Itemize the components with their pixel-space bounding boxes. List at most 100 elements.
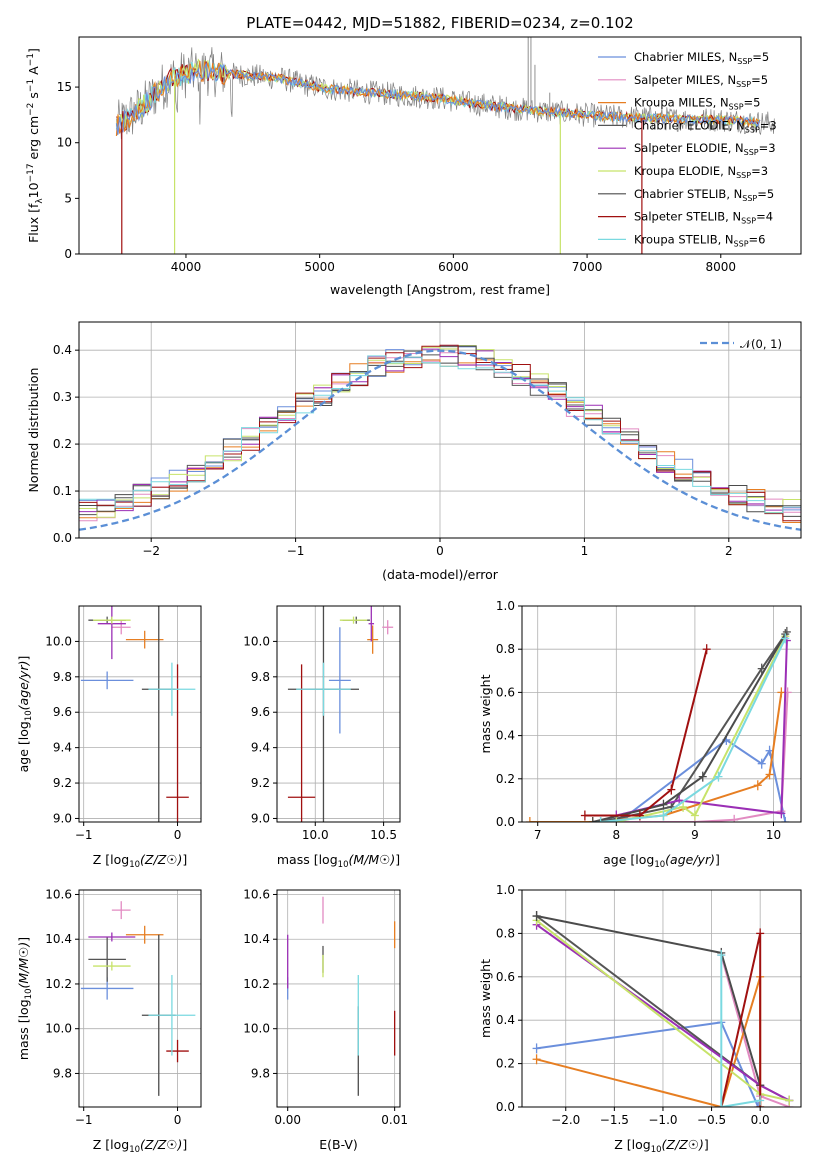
x-tick-label: 10.0 (302, 828, 329, 842)
label-inner: (M/M☉) (348, 852, 395, 867)
label-sub: 10 (651, 1145, 662, 1155)
label-close: ] (715, 852, 720, 867)
legend-label: Chabrier STELIB, NSSP=5 (634, 187, 774, 203)
x-tick-label: −0.5 (697, 1113, 726, 1127)
legend-tail: =5 (751, 73, 768, 87)
histogram-steps (79, 344, 801, 531)
x-tick-label: −1.0 (648, 1113, 677, 1127)
y-tick-label: 9.6 (53, 705, 72, 719)
y-tick-label: 0.2 (496, 1057, 515, 1071)
age-vs-mass-xlabel: mass [log10(M/M☉)] (277, 852, 400, 870)
massweight-vs-age-lines (525, 626, 792, 822)
age-vs-Z-points (80, 606, 196, 822)
label-sub: 10 (24, 989, 34, 1000)
series-chabrier-elodie (600, 631, 788, 822)
ylabel-part: −1 (26, 79, 36, 92)
y-tick-label: 9.4 (53, 741, 72, 755)
x-tick-label: 0 (436, 544, 444, 558)
mass-vs-EBV-axes: 0.00 0.01 9.8 10.0 10.2 10.4 10.6 (243, 887, 408, 1127)
y-tick-label: 10.0 (45, 1022, 72, 1036)
x-tick-label: −1 (287, 544, 305, 558)
residuals-ylabel: Normed distribution (26, 368, 41, 493)
residuals-xlabel: (data-model)/error (382, 567, 499, 582)
legend-label: Salpeter STELIB, NSSP=4 (634, 210, 773, 226)
legend-name: Kroupa ELODIE, N (634, 164, 736, 178)
y-tick-label: 9.8 (53, 670, 72, 684)
y-tick-label: 9.8 (251, 1066, 270, 1080)
y-tick-label: 10.2 (45, 977, 72, 991)
y-tick-label: 9.0 (53, 811, 72, 825)
mass-vs-EBV-frame (276, 889, 401, 1108)
label-main: mass [log (277, 852, 338, 867)
x-tick-label: 4000 (171, 260, 202, 274)
label-inner: (age/yr) (16, 661, 31, 711)
label-sub: 10 (654, 860, 665, 870)
legend-tail: =3 (751, 164, 768, 178)
y-tick-label: 9.2 (251, 776, 270, 790)
label-inner: (age/yr) (665, 852, 715, 867)
label-inner: (Z/Z☉) (662, 1137, 704, 1152)
y-tick-label: 10.0 (243, 634, 270, 648)
legend-name: Kroupa STELIB, N (634, 232, 734, 246)
x-tick-label: −1 (75, 828, 93, 842)
age-vs-Z-frame (78, 605, 202, 823)
series-kroupa-stelib (720, 955, 761, 1107)
legend-name: Kroupa MILES, N (634, 96, 729, 110)
label-close: ] (16, 937, 31, 942)
y-tick-label: 0.2 (53, 437, 72, 451)
label-main: age [log (16, 721, 31, 772)
y-tick-label: 1.0 (496, 883, 515, 897)
ylabel-part: s (26, 92, 41, 103)
spectrum-lines (115, 37, 775, 254)
legend-label: Kroupa ELODIE, NSSP=3 (634, 164, 768, 180)
y-tick-label: 10.4 (45, 932, 72, 946)
y-tick-label: 9.6 (251, 705, 270, 719)
legend-label: Salpeter ELODIE, NSSP=3 (634, 141, 776, 157)
spectrum-axes: 4000 5000 6000 7000 8000 0 5 10 15 (57, 80, 736, 274)
mass-vs-Z-axes: −1 0 9.8 10.0 10.2 10.4 10.6 (45, 887, 201, 1127)
x-tick-label: 6000 (438, 260, 469, 274)
massweight-vs-age-axes: 7 8 9 10 0.0 0.2 0.4 0.6 0.8 1.0 (496, 599, 801, 842)
mass-vs-Z-frame (78, 889, 202, 1108)
y-tick-label: 0.8 (496, 926, 515, 940)
massweight-vs-Z-ylabel: mass weight (478, 959, 493, 1038)
legend-sub: SSP (745, 125, 760, 134)
legend-tail: =3 (760, 118, 777, 132)
y-tick-label: 0.6 (496, 685, 515, 699)
label-close: ] (704, 1137, 709, 1152)
x-tick-label: 0.0 (751, 1113, 770, 1127)
legend-name: Chabrier ELODIE, N (634, 118, 745, 132)
y-tick-label: 10.0 (243, 1022, 270, 1036)
series-kroupa-elodie (616, 635, 787, 822)
legend-name: Salpeter STELIB, N (634, 210, 741, 224)
massweight-vs-Z-frame (521, 889, 802, 1108)
legend-tail: =5 (744, 96, 761, 110)
ylabel-part: 10 (26, 182, 41, 198)
x-tick-label: 5000 (304, 260, 335, 274)
y-tick-label: 10.6 (45, 887, 72, 901)
hist-kroupa-stelib (79, 355, 801, 514)
x-tick-label: −1.5 (600, 1113, 629, 1127)
y-tick-label: 0.2 (496, 772, 515, 786)
mass-vs-EBV-points (287, 896, 396, 1096)
x-tick-label: 0 (174, 1113, 182, 1127)
x-tick-label: −2 (142, 544, 160, 558)
massweight-vs-age-frame (521, 605, 802, 823)
legend-sub: SSP (736, 80, 751, 89)
label-close: ] (182, 852, 187, 867)
y-tick-label: 9.8 (251, 670, 270, 684)
y-tick-label: 0.0 (53, 531, 72, 545)
legend-name: Chabrier STELIB, N (634, 187, 742, 201)
label-sub: 10 (338, 860, 349, 870)
legend-sub: SSP (729, 103, 744, 112)
residuals-frame (78, 321, 802, 539)
x-tick-label: 0.00 (274, 1113, 301, 1127)
ylabel-part: −17 (26, 163, 36, 182)
spectrum-frame (78, 36, 802, 255)
mass-vs-Z-points (80, 901, 196, 1096)
y-tick-label: 9.2 (53, 776, 72, 790)
age-vs-mass-axes: 10.0 10.5 9.0 9.2 9.4 9.6 9.8 10.0 (243, 606, 400, 842)
legend-sub: SSP (736, 171, 751, 180)
